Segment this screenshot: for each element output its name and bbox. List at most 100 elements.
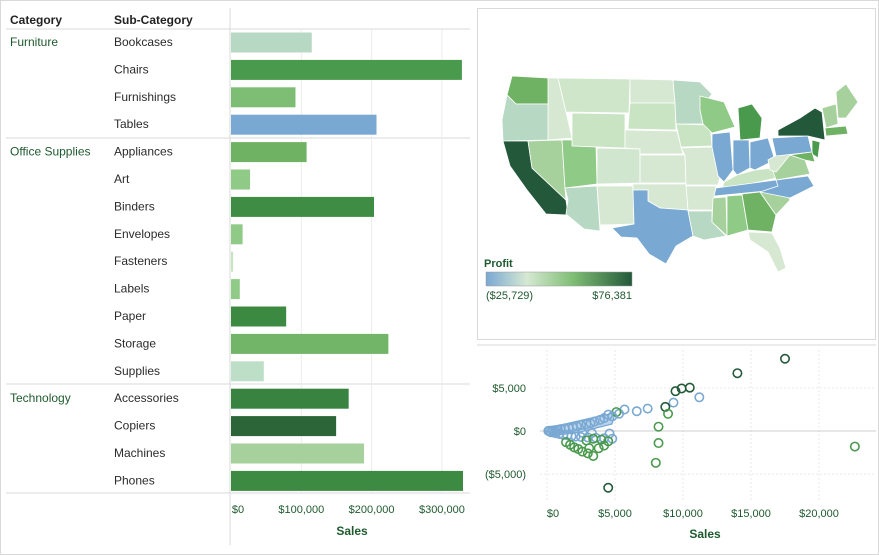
scatter-x-tick-label: $5,000 — [598, 508, 632, 520]
scatter-y-tick-label: $5,000 — [492, 383, 526, 395]
state-vermont-nh — [821, 103, 839, 129]
bar-x-axis: $0 $100,000 $200,000 $300,000 — [232, 504, 465, 516]
scatter-point — [694, 392, 705, 403]
sales-bar — [231, 388, 349, 409]
scatter-point — [603, 436, 614, 447]
scatter-point — [676, 383, 687, 394]
scatter-point — [631, 406, 642, 417]
bar-x-axis-title: Sales — [336, 524, 368, 538]
sales-bar — [231, 59, 462, 80]
category-header: Category — [10, 13, 62, 27]
category-label: Furniture — [10, 35, 58, 49]
sub-category-label: Storage — [114, 336, 156, 350]
scatter-point — [670, 386, 681, 397]
category-label: Technology — [10, 391, 71, 405]
state-florida — [747, 231, 787, 273]
sub-category-label: Phones — [114, 473, 155, 487]
state-massachusetts — [824, 125, 849, 137]
sub-category-label: Binders — [114, 199, 155, 213]
scatter-point — [585, 418, 596, 429]
scatter-point — [779, 353, 790, 364]
state-idaho — [547, 77, 573, 141]
state-wisconsin — [699, 95, 736, 134]
sales-bar — [231, 251, 234, 272]
sales-bar — [231, 279, 240, 300]
state-colorado — [596, 147, 641, 185]
us-map — [501, 75, 859, 273]
state-south-dakota — [627, 102, 677, 131]
sub-category-label: Chairs — [114, 62, 149, 76]
scatter-x-tick-label: $20,000 — [799, 508, 839, 520]
scatter-point — [653, 438, 664, 449]
sales-bar — [231, 87, 296, 108]
sales-bar — [231, 196, 375, 217]
state-new-jersey — [811, 139, 821, 159]
sales-bar — [231, 224, 243, 245]
state-michigan — [737, 103, 763, 141]
sales-bar — [231, 114, 377, 135]
scatter-point — [668, 397, 679, 408]
sub-category-label: Tables — [114, 117, 149, 131]
scatter-point — [581, 435, 592, 446]
scatter-point — [595, 414, 606, 425]
state-north-carolina — [758, 175, 815, 199]
state-montana — [557, 77, 631, 114]
sales-bar — [231, 361, 264, 382]
sub-category-label: Fasteners — [114, 254, 167, 268]
sales-bar — [231, 333, 389, 354]
state-new-mexico — [596, 185, 635, 226]
scatter-point — [588, 433, 599, 444]
state-nebraska — [624, 129, 684, 155]
map-legend-title: Profit — [484, 258, 513, 270]
scatter-point — [849, 441, 860, 452]
sales-bar — [231, 142, 307, 163]
scatter-x-tick-label: $15,000 — [731, 508, 771, 520]
sub-category-label: Envelopes — [114, 227, 170, 241]
state-wyoming — [571, 112, 626, 149]
sales-bar — [231, 32, 312, 53]
scatter-x-axis-title: Sales — [689, 527, 721, 541]
category-label: Office Supplies — [10, 145, 91, 159]
state-utah — [561, 139, 598, 189]
scatter-point — [586, 428, 597, 439]
sales-bar — [231, 306, 287, 327]
sub-category-label: Appliances — [114, 145, 173, 159]
scatter-point — [663, 408, 674, 419]
state-indiana — [732, 139, 751, 176]
scatter-point — [582, 448, 593, 459]
state-new-york — [777, 107, 826, 141]
scatter-point — [577, 427, 588, 438]
map-legend-ramp — [485, 271, 633, 287]
scatter-point — [732, 368, 743, 379]
scatter-x-tick-label: $0 — [547, 508, 559, 520]
state-maryland — [789, 151, 816, 163]
scatter-point — [581, 419, 592, 430]
state-nevada — [527, 139, 567, 202]
sales-bar — [231, 470, 464, 491]
sub-category-label: Art — [114, 172, 130, 186]
state-arizona — [564, 185, 601, 232]
map-panel-border — [477, 8, 876, 340]
scatter-point — [593, 443, 604, 454]
sub-category-label: Copiers — [114, 419, 155, 433]
state-georgia — [741, 191, 777, 233]
sub-category-header: Sub-Category — [114, 13, 193, 27]
map-legend-min: ($25,729) — [486, 290, 533, 302]
map-legend-max: $76,381 — [592, 290, 632, 302]
sub-category-label: Machines — [114, 446, 165, 460]
bar-gridlines — [300, 30, 443, 493]
scatter-y-tick-label: ($5,000) — [485, 469, 526, 481]
scatter-point — [588, 450, 599, 461]
sub-category-label: Supplies — [114, 364, 160, 378]
bar-x-tick-label: $0 — [232, 504, 244, 516]
scatter-x-tick-label: $10,000 — [663, 508, 703, 520]
state-texas — [611, 189, 694, 265]
sub-category-label: Paper — [114, 309, 146, 323]
bar-x-tick-label: $200,000 — [349, 504, 395, 516]
sales-bar — [231, 416, 337, 437]
sales-bar — [231, 169, 251, 190]
scatter-point — [650, 457, 661, 468]
scatter-y-tick-label: $0 — [514, 426, 526, 438]
sub-category-label: Labels — [114, 282, 149, 296]
